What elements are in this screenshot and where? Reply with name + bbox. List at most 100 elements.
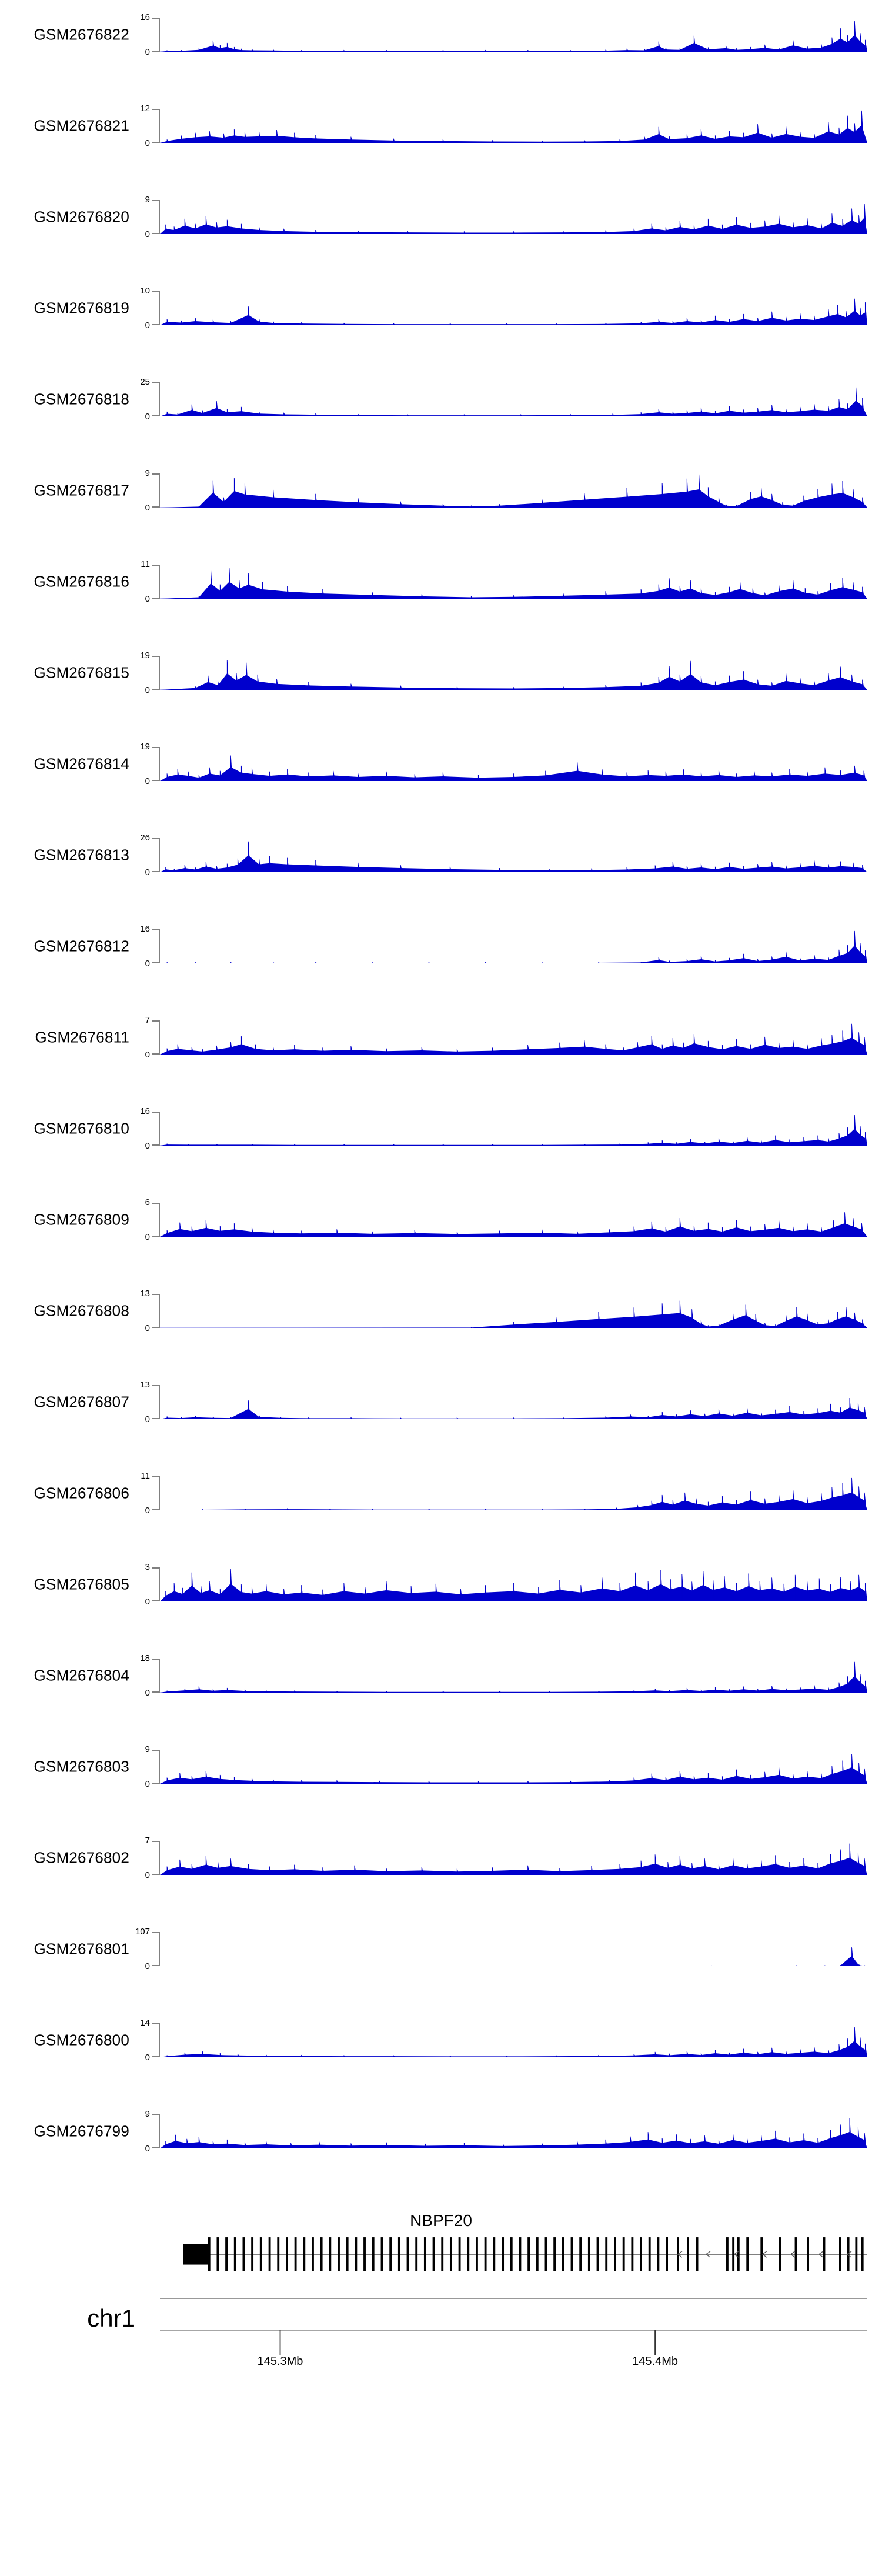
y-axis-tick-max: [152, 1932, 160, 1933]
y-axis-tick-min: [152, 51, 160, 52]
y-axis-line: [159, 2023, 160, 2057]
coverage-track: GSM2676811 7 0: [0, 1015, 882, 1060]
coverage-plot-area[interactable]: [160, 2114, 867, 2148]
coverage-plot-area[interactable]: [160, 747, 867, 781]
coverage-plot-area[interactable]: [160, 838, 867, 872]
track-sample-label: GSM2676806: [34, 1484, 129, 1502]
track-y-axis: 11 0: [136, 559, 160, 604]
y-axis-min-label: 0: [145, 1597, 150, 1607]
axis-tick-label: 145.4Mb: [632, 2355, 679, 2368]
y-axis-line: [159, 1203, 160, 1237]
coverage-track: GSM2676799 9 0: [0, 2109, 882, 2154]
track-sample-label: GSM2676808: [34, 1302, 129, 1320]
coverage-plot-area[interactable]: [160, 1750, 867, 1784]
track-sample-label: GSM2676817: [34, 481, 129, 499]
coverage-plot-area[interactable]: [160, 929, 867, 963]
track-sample-label: GSM2676818: [34, 390, 129, 408]
coverage-plot-area[interactable]: [160, 382, 867, 416]
coverage-track: GSM2676817 9 0: [0, 468, 882, 513]
track-y-axis: 26 0: [136, 833, 160, 877]
axis-tick-label: 145.3Mb: [257, 2355, 303, 2368]
y-axis-tick-max: [152, 382, 160, 383]
y-axis-tick-min: [152, 1053, 160, 1055]
y-axis-tick-max: [152, 1567, 160, 1569]
y-axis-min-label: 0: [145, 229, 150, 239]
y-axis-max-label: 13: [140, 1289, 150, 1299]
coverage-plot-area[interactable]: [160, 1567, 867, 1601]
y-axis-max-label: 12: [140, 104, 150, 114]
coverage-plot-area[interactable]: [160, 656, 867, 690]
coverage-plot-area[interactable]: [160, 1659, 867, 1693]
y-axis-line: [159, 1841, 160, 1875]
y-axis-tick-max: [152, 565, 160, 566]
coverage-plot-area[interactable]: [160, 1112, 867, 1146]
y-axis-tick-min: [152, 780, 160, 781]
y-axis-min-label: 0: [145, 1779, 150, 1789]
y-axis-line: [159, 1750, 160, 1784]
coverage-plot-area[interactable]: [160, 1476, 867, 1510]
y-axis-line: [159, 109, 160, 143]
coverage-track: GSM2676812 16 0: [0, 924, 882, 969]
track-y-axis: 12 0: [136, 104, 160, 148]
y-axis-tick-max: [152, 473, 160, 475]
y-axis-tick-min: [152, 1236, 160, 1237]
chromosome-axis-body[interactable]: 145.3Mb 145.4Mb: [160, 2294, 867, 2382]
y-axis-max-label: 13: [140, 1380, 150, 1390]
y-axis-max-label: 9: [145, 1744, 150, 1754]
track-sample-label: GSM2676816: [34, 572, 129, 590]
y-axis-tick-max: [152, 1294, 160, 1295]
y-axis-tick-max: [152, 2023, 160, 2024]
y-axis-min-label: 0: [145, 47, 150, 57]
coverage-plot-area[interactable]: [160, 1203, 867, 1237]
y-axis-max-label: 25: [140, 377, 150, 387]
track-sample-label: GSM2676820: [34, 208, 129, 226]
track-y-axis: 16 0: [136, 1106, 160, 1151]
coverage-plot-area[interactable]: [160, 1841, 867, 1875]
coverage-plot-area[interactable]: [160, 1932, 867, 1966]
y-axis-tick-min: [152, 962, 160, 963]
coverage-plot-area[interactable]: [160, 200, 867, 234]
coverage-track: GSM2676813 26 0: [0, 833, 882, 877]
y-axis-line: [159, 747, 160, 781]
y-axis-tick-max: [152, 291, 160, 292]
coverage-track: GSM2676822 16 0: [0, 12, 882, 57]
y-axis-tick-max: [152, 838, 160, 839]
y-axis-tick-min: [152, 2056, 160, 2057]
track-sample-label: GSM2676819: [34, 299, 129, 317]
y-axis-tick-min: [152, 598, 160, 599]
y-axis-min-label: 0: [145, 1050, 150, 1060]
coverage-plot-area[interactable]: [160, 1385, 867, 1419]
gene-model-body[interactable]: [160, 2236, 867, 2273]
y-axis-max-label: 26: [140, 833, 150, 843]
coverage-track: GSM2676818 25 0: [0, 377, 882, 422]
coverage-plot-area[interactable]: [160, 565, 867, 599]
y-axis-max-label: 10: [140, 286, 150, 296]
gene-model-track: NBPF20: [0, 2211, 882, 2282]
y-axis-max-label: 9: [145, 195, 150, 205]
y-axis-tick-min: [152, 2147, 160, 2148]
y-axis-max-label: 18: [140, 1653, 150, 1663]
y-axis-min-label: 0: [145, 1961, 150, 1971]
track-sample-label: GSM2676801: [34, 1940, 129, 1958]
coverage-track: GSM2676808 13 0: [0, 1289, 882, 1333]
y-axis-min-label: 0: [145, 1141, 150, 1151]
track-sample-label: GSM2676799: [34, 2122, 129, 2140]
track-sample-label: GSM2676800: [34, 2031, 129, 2049]
coverage-plot-area[interactable]: [160, 473, 867, 508]
coverage-plot-area[interactable]: [160, 109, 867, 143]
coverage-plot-area[interactable]: [160, 18, 867, 52]
coverage-plot-area[interactable]: [160, 1020, 867, 1055]
y-axis-tick-max: [152, 1750, 160, 1751]
coverage-plot-area[interactable]: [160, 291, 867, 325]
coverage-track: GSM2676819 10 0: [0, 286, 882, 331]
coverage-plot-area[interactable]: [160, 2023, 867, 2057]
y-axis-line: [159, 929, 160, 963]
coverage-plot-area[interactable]: [160, 1294, 867, 1328]
track-sample-label: GSM2676814: [34, 755, 129, 773]
y-axis-tick-min: [152, 142, 160, 143]
